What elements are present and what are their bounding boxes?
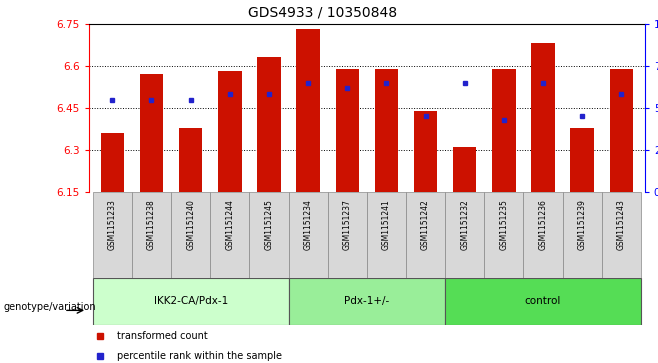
Title: GDS4933 / 10350848: GDS4933 / 10350848 [248, 6, 397, 20]
Text: transformed count: transformed count [116, 331, 207, 341]
Bar [336, 69, 359, 192]
Bar [602, 192, 641, 278]
Bar [484, 192, 524, 278]
Bar [210, 192, 249, 278]
Bar [101, 133, 124, 192]
Bar [288, 192, 328, 278]
Text: GSM1151240: GSM1151240 [186, 199, 195, 250]
Text: Pdx-1+/-: Pdx-1+/- [344, 296, 390, 306]
Text: GSM1151232: GSM1151232 [460, 199, 469, 250]
Bar [414, 111, 438, 192]
Text: GSM1151243: GSM1151243 [617, 199, 626, 250]
Text: GSM1151236: GSM1151236 [538, 199, 547, 250]
Text: GSM1151233: GSM1151233 [108, 199, 117, 250]
Bar [445, 192, 484, 278]
Bar [453, 147, 476, 192]
Bar [492, 69, 516, 192]
Bar [249, 192, 288, 278]
Text: percentile rank within the sample: percentile rank within the sample [116, 351, 282, 361]
Text: genotype/variation: genotype/variation [3, 302, 96, 312]
Text: GSM1151245: GSM1151245 [265, 199, 274, 250]
Bar [570, 128, 594, 192]
Bar [406, 192, 445, 278]
Text: GSM1151242: GSM1151242 [421, 199, 430, 250]
Bar [524, 192, 563, 278]
Bar [171, 192, 210, 278]
Bar [609, 69, 633, 192]
Text: GSM1151234: GSM1151234 [303, 199, 313, 250]
Bar [328, 192, 367, 278]
Text: GSM1151239: GSM1151239 [578, 199, 587, 250]
Text: GSM1151235: GSM1151235 [499, 199, 509, 250]
Bar [563, 192, 602, 278]
Bar [218, 72, 241, 192]
Text: GSM1151237: GSM1151237 [343, 199, 352, 250]
Text: GSM1151241: GSM1151241 [382, 199, 391, 250]
Text: control: control [525, 296, 561, 306]
Bar [93, 278, 288, 325]
Text: GSM1151244: GSM1151244 [225, 199, 234, 250]
Text: GSM1151238: GSM1151238 [147, 199, 156, 250]
Bar [296, 29, 320, 192]
Bar [445, 278, 641, 325]
Bar [257, 57, 281, 192]
Bar [288, 278, 445, 325]
Bar [93, 192, 132, 278]
Bar [531, 43, 555, 192]
Text: IKK2-CA/Pdx-1: IKK2-CA/Pdx-1 [153, 296, 228, 306]
Bar [374, 69, 398, 192]
Bar [179, 128, 203, 192]
Bar [139, 74, 163, 192]
Bar [132, 192, 171, 278]
Bar [367, 192, 406, 278]
